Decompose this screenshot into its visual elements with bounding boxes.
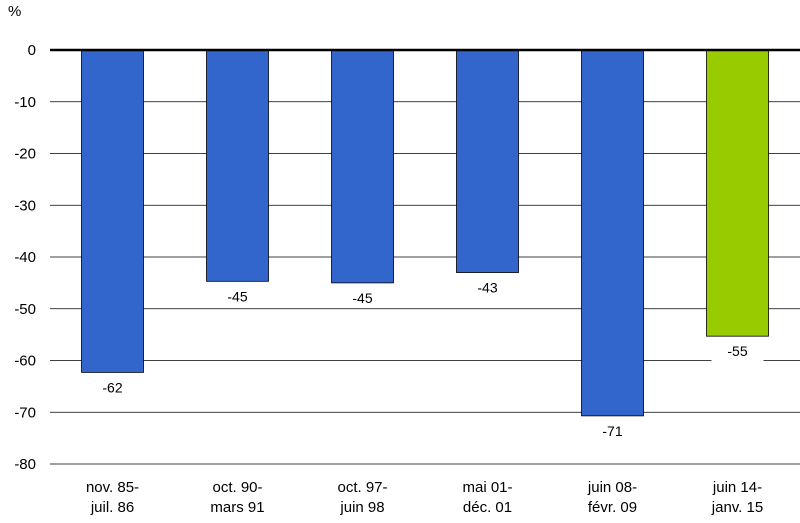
data-label: -71 — [602, 423, 622, 439]
y-tick-label: -30 — [14, 197, 36, 214]
data-label-background — [86, 377, 139, 398]
x-category-label: mars 91 — [210, 499, 264, 516]
bar — [206, 49, 269, 282]
y-tick-label: -80 — [14, 456, 36, 473]
data-labels: -62 -45 -45 -43 -71 -55 — [86, 277, 764, 441]
bar — [81, 49, 144, 373]
data-label-background — [586, 420, 639, 441]
y-tick-label: -60 — [14, 353, 36, 370]
y-axis-ticks: 0 -10 -20 -30 -40 -50 -60 -70 -80 — [14, 42, 36, 473]
x-category-label: déc. 01 — [463, 499, 512, 516]
bar — [331, 49, 394, 284]
x-category-label: juin 14- — [712, 479, 762, 496]
x-category-label: févr. 09 — [588, 499, 637, 516]
data-label-background — [461, 277, 514, 298]
y-unit-label: % — [8, 3, 21, 20]
y-tick-label: -40 — [14, 249, 36, 266]
bar — [581, 49, 644, 417]
x-category-label: juin 08- — [587, 479, 637, 496]
x-category-label: oct. 90- — [212, 479, 262, 496]
y-tick-label: 0 — [28, 42, 36, 59]
y-tick-label: -50 — [14, 301, 36, 318]
gridlines — [50, 101, 800, 465]
y-tick-label: -70 — [14, 404, 36, 421]
data-label-background — [711, 341, 764, 362]
data-label: -62 — [102, 379, 122, 395]
data-label: -45 — [227, 288, 247, 304]
bars — [81, 49, 769, 417]
y-tick-label: -20 — [14, 146, 36, 163]
bar — [456, 49, 519, 273]
x-category-label: janv. 15 — [711, 499, 763, 516]
x-category-label: mai 01- — [462, 479, 512, 496]
x-category-label: juin 98 — [339, 499, 384, 516]
y-tick-label: -10 — [14, 94, 36, 111]
x-category-label: nov. 85- — [86, 479, 139, 496]
data-label: -43 — [477, 280, 497, 296]
data-label: -55 — [727, 343, 747, 359]
data-label-background — [211, 286, 264, 307]
data-label: -45 — [352, 290, 372, 306]
bar — [706, 49, 769, 337]
x-category-label: oct. 97- — [337, 479, 387, 496]
x-axis-categories: nov. 85- juil. 86 oct. 90- mars 91 oct. 97- j… — [86, 479, 763, 516]
x-category-label: juil. 86 — [90, 499, 134, 516]
data-label-background — [336, 287, 389, 308]
